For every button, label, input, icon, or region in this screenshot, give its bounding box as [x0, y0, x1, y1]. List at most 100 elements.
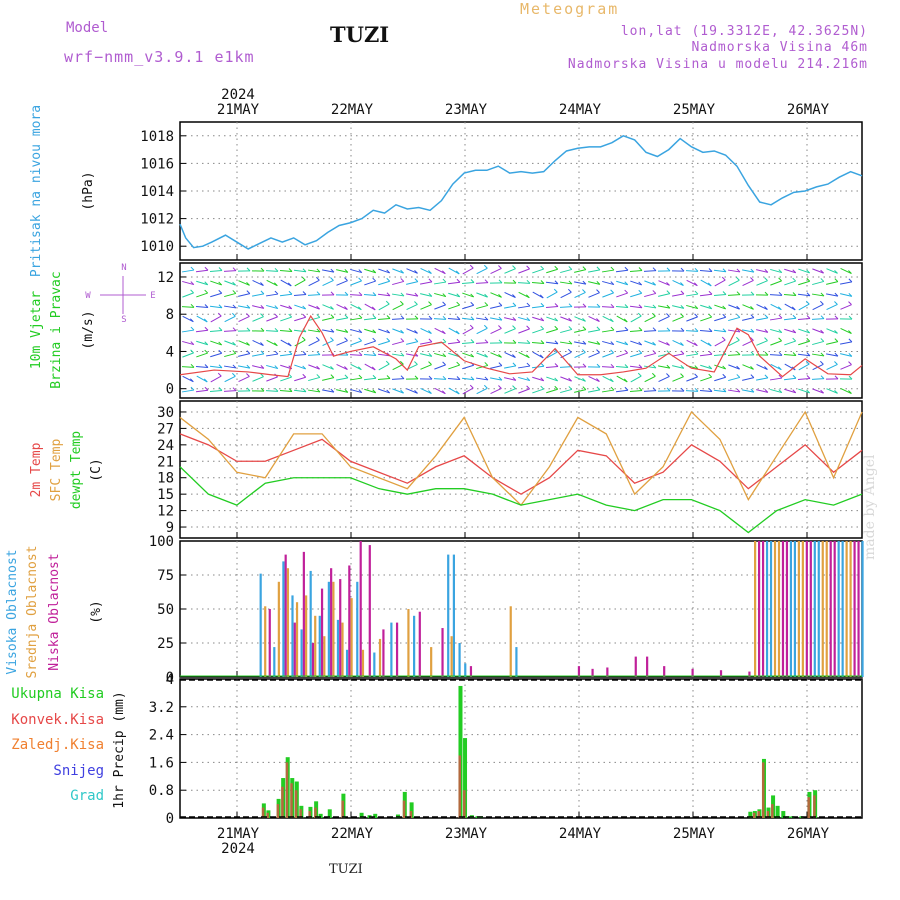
wind-barb-head	[218, 327, 223, 331]
wind-barb	[686, 316, 698, 322]
precip-total-bar	[373, 813, 378, 818]
wind-barb-head	[596, 363, 601, 368]
wind-barb-head	[582, 280, 587, 285]
wind-barb-head	[400, 375, 405, 380]
temp-axis-label-dewpt: dewpt Temp	[69, 431, 84, 509]
wind-barb-head	[736, 268, 741, 273]
wind-barb	[350, 280, 362, 286]
wind-barb	[672, 340, 684, 346]
wind-barb-head	[722, 388, 727, 393]
wind-barb	[350, 388, 362, 394]
cloud-block-bar	[789, 541, 793, 677]
wind-barb-head	[288, 290, 293, 295]
wind-barb	[798, 280, 810, 286]
wind-barb-head	[554, 280, 559, 285]
cloud-block-bar	[857, 541, 860, 677]
wind-barb	[349, 317, 363, 321]
precip-convective-bar	[409, 811, 413, 818]
wind-barb-head	[315, 276, 320, 281]
precip-convective-bar	[761, 762, 765, 818]
wind-barb-head	[708, 290, 713, 295]
wind-barb	[307, 354, 321, 356]
wind-barb-head	[610, 386, 615, 391]
cloud-bar	[348, 565, 351, 677]
wind-barb	[238, 353, 250, 357]
wind-barb	[266, 316, 278, 322]
wind-barb	[476, 304, 488, 310]
wind-barb-head	[708, 268, 713, 272]
wind-barb	[392, 268, 404, 274]
wind-barb-head	[302, 313, 307, 318]
wind-barb-head	[609, 378, 614, 383]
wind-barb-head	[582, 326, 587, 331]
cloud-block-bar	[853, 541, 856, 677]
wind-barb-head	[652, 387, 657, 392]
temp-line-1	[179, 410, 863, 507]
wind-barb-head	[470, 279, 475, 283]
wind-barb	[714, 304, 726, 310]
wind-barb	[742, 304, 754, 310]
wind-barb	[574, 316, 586, 322]
wind-barb	[224, 375, 236, 383]
wind-barb	[784, 340, 796, 346]
wind-barb	[462, 352, 474, 358]
wind-barb-head	[609, 318, 614, 323]
wind-barb-head	[610, 349, 614, 354]
wind-barb	[545, 341, 559, 345]
cloud-bar	[318, 615, 321, 677]
wind-barb	[378, 303, 390, 311]
wind-barb-head	[371, 306, 376, 311]
cloud-bar	[441, 628, 444, 677]
wind-barb	[434, 327, 446, 335]
cloud-bar	[407, 609, 410, 677]
cloud-bar	[264, 606, 267, 677]
wind-barb-head	[456, 316, 461, 320]
wind-barb	[532, 388, 544, 394]
wind-barb-head	[204, 386, 209, 391]
wind-barb-head	[666, 327, 671, 332]
wind-barb	[279, 269, 293, 273]
cloud-block-bar	[797, 541, 800, 677]
temp-unit-label: (C)	[89, 458, 104, 481]
wind-barb	[280, 279, 292, 287]
wind-barb-head	[344, 366, 348, 370]
wind-barb	[420, 341, 432, 345]
wind-barb	[350, 340, 362, 346]
wind-barb	[490, 352, 502, 358]
wind-barb	[294, 339, 306, 347]
wind-barb-head	[302, 365, 307, 370]
wind-barb-head	[470, 301, 475, 306]
wind-barb-head	[554, 363, 559, 367]
wind-barb-head	[512, 362, 517, 367]
wind-barb	[280, 376, 292, 382]
wind-barb	[490, 292, 502, 298]
cloud-block-bar	[769, 541, 773, 677]
wind-barb	[195, 389, 209, 393]
wind-barb-head	[750, 337, 754, 341]
wind-barb-head	[582, 363, 587, 368]
wind-barb-head	[638, 387, 643, 391]
wind-barb	[700, 304, 712, 310]
wind-barb-head	[778, 329, 783, 333]
wind-barb-head	[694, 350, 699, 355]
wind-barb	[783, 317, 797, 321]
wind-barb	[756, 329, 768, 333]
precip-convective-bar	[314, 807, 317, 818]
wind-barb-head	[652, 304, 657, 309]
wind-barb	[392, 303, 404, 311]
wind-barb-head	[414, 361, 418, 365]
wind-barb	[279, 293, 293, 297]
wind-barb	[574, 269, 586, 273]
wind-barb	[378, 328, 390, 334]
wind-barb	[504, 352, 516, 358]
wind-barb	[700, 339, 712, 347]
wind-barb	[770, 363, 782, 371]
wind-barb-head	[764, 366, 768, 370]
wind-barb	[629, 365, 643, 369]
wind-barb-head	[792, 314, 797, 319]
cloud-block-bar	[809, 541, 812, 677]
wind-barb	[545, 365, 559, 369]
wind-barb-head	[232, 281, 236, 286]
wind-barb-head	[483, 324, 488, 329]
wind-barb-head	[736, 291, 741, 296]
